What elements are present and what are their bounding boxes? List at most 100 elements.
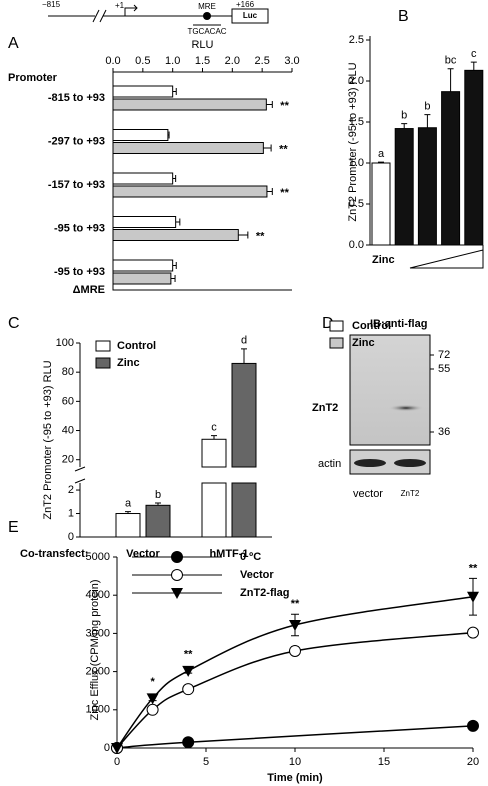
axis-break [74, 466, 86, 484]
x-tick-label: 5 [203, 756, 209, 768]
schematic-text: MRE [198, 2, 216, 11]
x-tick-label: 3.0 [284, 55, 299, 67]
error-bar [263, 144, 272, 152]
legend-label: Control [117, 340, 156, 352]
y-tick-label: 2000 [86, 666, 110, 678]
x-tick-label: 15 [378, 756, 390, 768]
y-tick-label: 3000 [86, 627, 110, 639]
reporter-box [231, 8, 269, 24]
panel-label: E [8, 519, 19, 536]
error-bar [155, 502, 161, 506]
bar [112, 85, 174, 98]
error-bar [238, 231, 249, 239]
data-point [289, 619, 301, 631]
y-tick-label: 0 [104, 742, 110, 754]
legend-marker [171, 569, 183, 581]
legend-label: Control [352, 320, 391, 332]
category-header: Promoter [8, 72, 58, 84]
bar [464, 69, 484, 246]
bar [394, 128, 414, 246]
error-bar [125, 511, 131, 514]
x-axis-label: RLU [191, 39, 213, 51]
group-letter: d [241, 335, 247, 347]
y-tick-label: 100 [56, 337, 74, 349]
legend-swatch [329, 337, 344, 349]
x-tick-label: 20 [467, 756, 479, 768]
legend-marker [171, 551, 183, 563]
error-bar [401, 123, 408, 129]
y-tick-label: 4000 [86, 589, 110, 601]
mre-site [203, 12, 211, 20]
group-letter: b [155, 489, 161, 501]
legend-label: 0 ºC [240, 551, 261, 563]
data-point [467, 719, 479, 732]
row-label: ZnT2 [312, 402, 338, 414]
data-point [182, 665, 195, 677]
y-tick-label: 2.5 [349, 34, 364, 46]
lane-label: vector [353, 488, 383, 500]
marker-label: 36 [438, 426, 450, 438]
schematic-text: Luc [243, 11, 258, 20]
data-point [289, 644, 301, 657]
error-bar [447, 68, 454, 92]
bar [112, 172, 174, 185]
schematic-arrow [124, 4, 138, 16]
error-bar [172, 262, 177, 269]
error-bar [211, 435, 217, 440]
y-tick-label: 1.5 [349, 116, 364, 128]
panel-label: D [322, 315, 334, 332]
schematic-text: −815 [42, 0, 61, 9]
bar [112, 216, 177, 228]
group-letter: b [424, 101, 430, 113]
y-tick-label: 5000 [86, 551, 110, 563]
bar [201, 438, 227, 468]
legend-swatch [329, 320, 344, 332]
series-line [116, 725, 474, 749]
y-tick-label: 0.0 [349, 239, 364, 251]
blot-title: IB:anti-flag [370, 318, 427, 330]
blot-box [349, 334, 431, 446]
error-bar [172, 175, 177, 182]
group-letter: bc [445, 55, 457, 67]
category-label: -815 to +93 [48, 92, 105, 104]
category-label: -95 to +93 [54, 266, 105, 278]
error-bar [241, 348, 247, 364]
group-letter: b [401, 110, 407, 122]
bar [112, 259, 174, 272]
error-bar [470, 61, 477, 71]
data-point [146, 703, 159, 716]
panel-label: C [8, 315, 20, 332]
y-tick-label: 2 [68, 484, 74, 496]
significance-label: ** [291, 598, 300, 610]
category-label: ΔMRE [73, 284, 105, 296]
legend-swatch [95, 340, 111, 352]
error-bar [175, 218, 181, 226]
bar [112, 98, 267, 111]
y-tick-label: 2.0 [349, 75, 364, 87]
bar [371, 162, 391, 246]
group-letter: c [471, 48, 477, 60]
legend-label: Zinc [117, 357, 140, 369]
y-tick-label: 0.5 [349, 198, 364, 210]
significance-label: ** [280, 100, 289, 112]
x-tick-label: Vector [126, 548, 160, 560]
actin-band [354, 459, 386, 467]
group-letter: a [125, 498, 132, 510]
x-tick-label: 0 [114, 756, 120, 768]
data-point [467, 626, 479, 639]
schematic-break [92, 9, 107, 23]
x-tick-label: 1.5 [195, 55, 210, 67]
group-letter: c [211, 422, 217, 434]
dose-triangle [409, 249, 484, 269]
bar [201, 482, 227, 538]
x-tick-label: 0.5 [135, 55, 150, 67]
data-point [182, 683, 195, 696]
significance-label: ** [279, 143, 288, 155]
y-axis-label: ZnT2 Promoter (-95 to +93) RLU [347, 62, 359, 221]
bar [417, 127, 437, 246]
error-bar [167, 131, 170, 139]
marker-label: 72 [438, 349, 450, 361]
x-tick-label: 10 [289, 756, 301, 768]
error-bar [170, 275, 176, 282]
